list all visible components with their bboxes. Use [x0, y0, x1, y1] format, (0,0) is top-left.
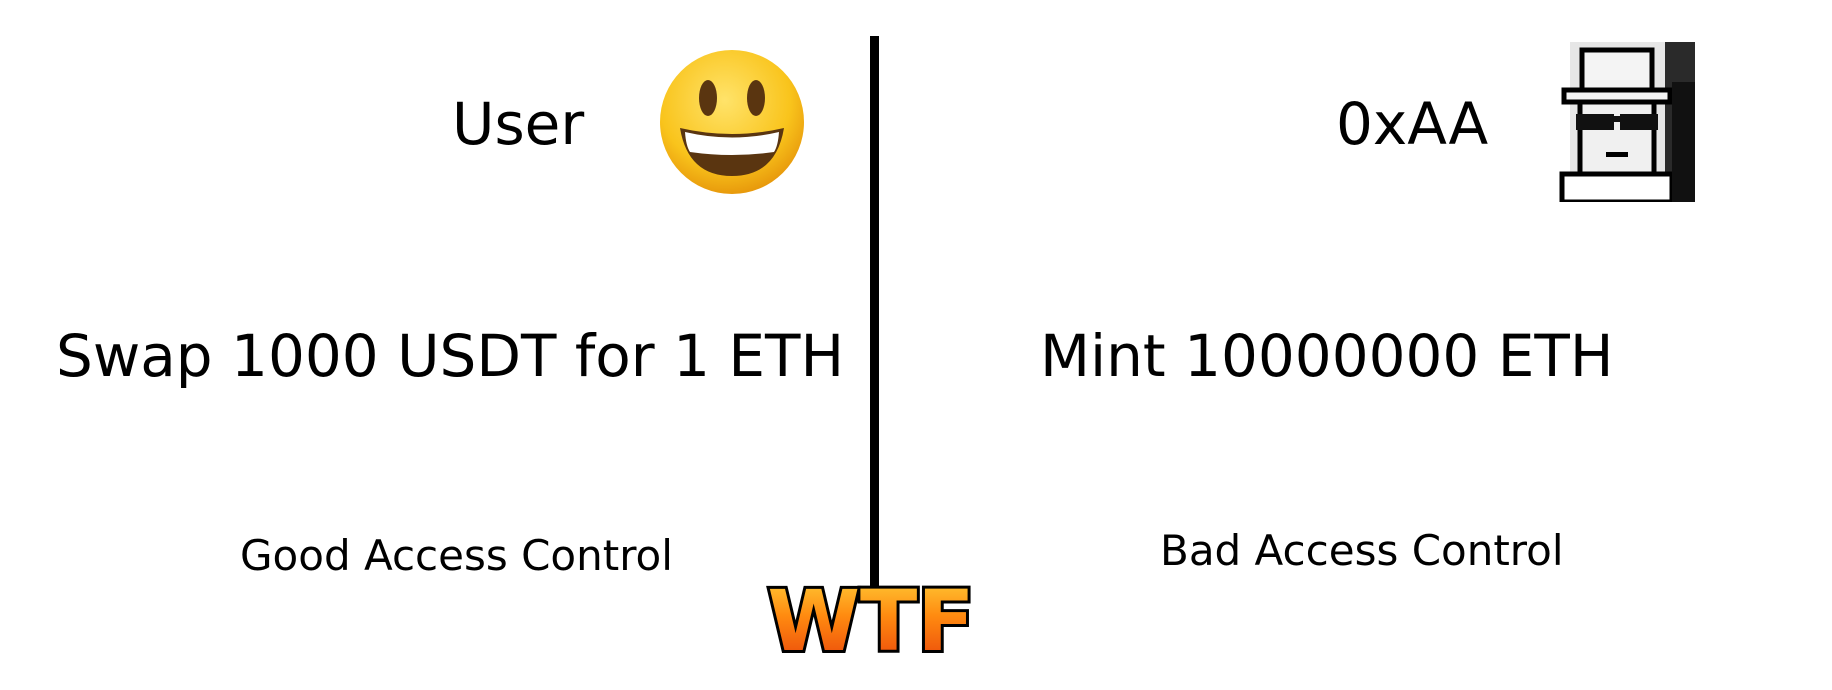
grinning-face-icon	[660, 50, 804, 194]
left-action-text: Swap 1000 USDT for 1 ETH	[56, 322, 845, 390]
wtf-logo: WTF	[764, 580, 977, 662]
pixel-avatar-icon	[1540, 42, 1695, 202]
center-divider	[870, 36, 879, 591]
bad-access-control-label: Bad Access Control	[1160, 526, 1564, 575]
good-access-control-label: Good Access Control	[240, 531, 673, 580]
right-action-text: Mint 10000000 ETH	[1040, 322, 1614, 390]
wtf-logo-text: WTF	[767, 580, 974, 662]
right-user-name: 0xAA	[1336, 90, 1489, 158]
left-user-name: User	[452, 90, 585, 158]
